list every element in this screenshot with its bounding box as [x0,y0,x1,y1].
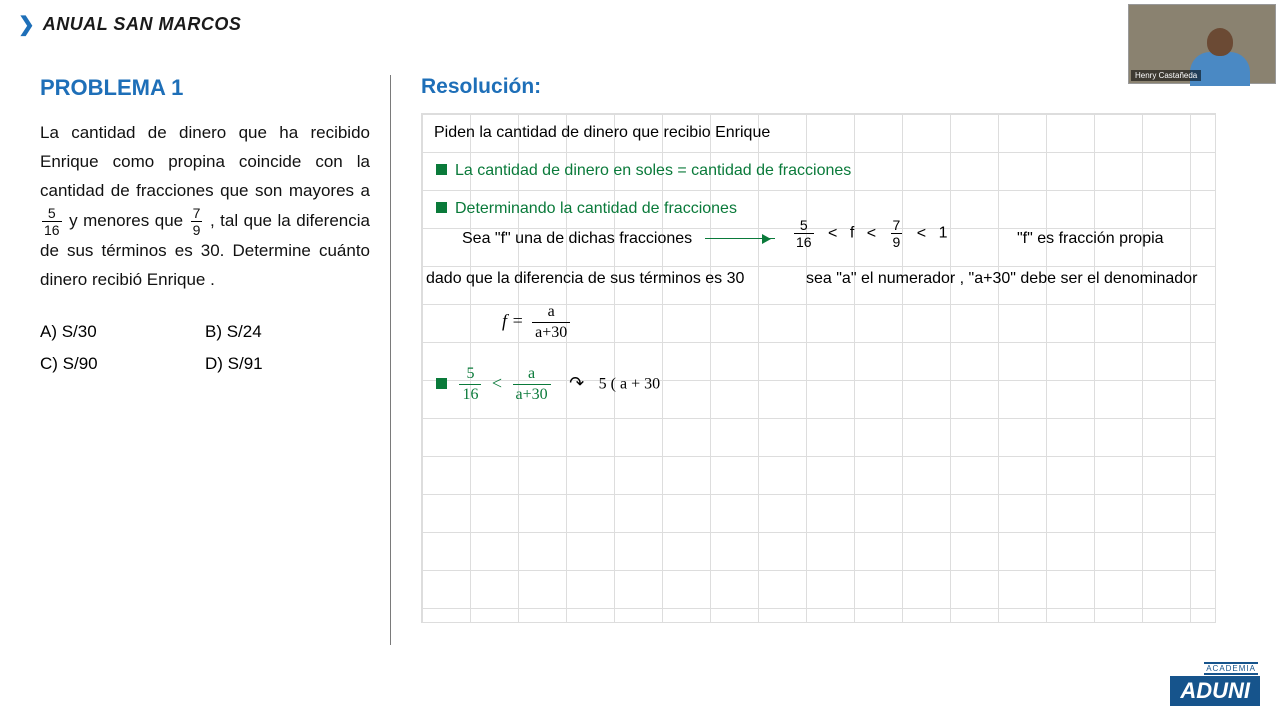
sol-line-4b: "f" es fracción propia [1017,230,1164,248]
sol-line-1: Piden la cantidad de dinero que recibio … [434,124,770,142]
logo-brand: ADUNI [1170,676,1260,706]
maps-to-icon: ↷ [569,373,584,393]
problem-panel: PROBLEMA 1 La cantidad de dinero que ha … [40,45,390,665]
bullet-icon [436,202,447,213]
sol-line-5b: sea "a" el numerador , "a+30" debe ser e… [806,270,1197,288]
bullet-icon [436,378,447,389]
sol-line-2: La cantidad de dinero en soles = cantida… [436,162,851,180]
option-a: A) S/30 [40,318,205,345]
logo-small: ACADEMIA [1204,662,1258,675]
fraction-5-16: 5 16 [42,206,62,237]
main-content: PROBLEMA 1 La cantidad de dinero que ha … [0,45,1280,665]
bullet-icon [436,164,447,175]
inequality-1: 516 < f < 79 < 1 [792,218,947,249]
arrow-icon [705,238,775,239]
chevron-icon: ❯ [18,12,35,37]
sol-line-5a: dado que la diferencia de sus términos e… [426,270,744,288]
sol-ineq-2: 516 < aa+30 ↷ 5 ( a + 30 [436,366,660,403]
answer-options: A) S/30 B) S/24 C) S/90 D) S/91 [40,318,370,376]
option-d: D) S/91 [205,350,370,377]
option-c: C) S/90 [40,350,205,377]
solution-heading: Resolución: [421,75,1250,99]
sol-line-3: Determinando la cantidad de fracciones [436,200,737,218]
equation-f: f = aa+30 [502,304,570,341]
option-b: B) S/24 [205,318,370,345]
sol-line-4: Sea "f" una de dichas fracciones [462,230,783,248]
brand-logo: ACADEMIA ADUNI [1170,658,1260,706]
course-title: ANUAL SAN MARCOS [43,14,242,35]
problem-text: La cantidad de dinero que ha recibido En… [40,119,370,294]
fraction-7-9: 7 9 [191,206,203,237]
header: ❯ ANUAL SAN MARCOS [0,0,1280,45]
work-grid: Piden la cantidad de dinero que recibio … [421,113,1216,623]
solution-panel: Resolución: Piden la cantidad de dinero … [391,45,1280,665]
problem-heading: PROBLEMA 1 [40,75,370,101]
